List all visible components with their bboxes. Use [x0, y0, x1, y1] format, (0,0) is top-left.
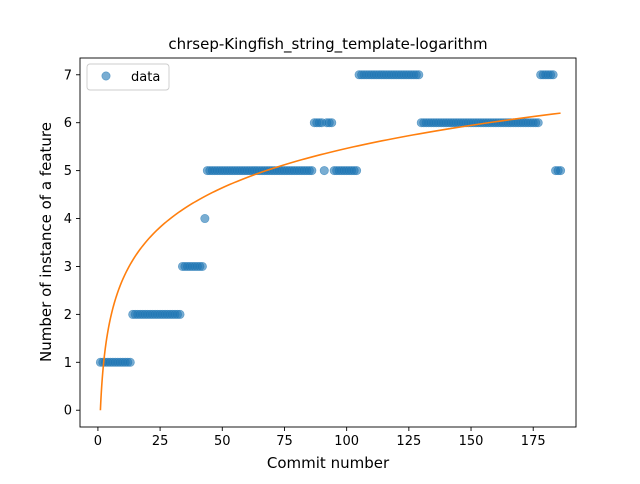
data-point	[319, 166, 329, 176]
y-tick-label: 1	[64, 356, 72, 371]
y-axis-label: Number of instance of a feature	[37, 122, 55, 362]
x-tick-label: 75	[276, 434, 293, 449]
data-point	[175, 309, 185, 319]
legend-label: data	[131, 70, 160, 85]
data-points	[95, 70, 566, 367]
data-point	[307, 166, 317, 176]
x-tick-label: 0	[94, 434, 102, 449]
x-tick-label: 50	[214, 434, 231, 449]
x-axis-label: Commit number	[267, 454, 390, 472]
x-tick-label: 150	[459, 434, 484, 449]
x-tick-label: 25	[152, 434, 169, 449]
data-point	[200, 214, 210, 224]
y-tick-label: 0	[64, 404, 72, 419]
chart-title: chrsep-Kingfish_string_template-logarith…	[168, 35, 487, 54]
data-point	[327, 118, 337, 128]
y-tick-label: 5	[64, 164, 72, 179]
y-tick-label: 3	[64, 260, 72, 275]
data-point	[548, 70, 558, 80]
data-point	[125, 357, 135, 367]
fit-line	[99, 112, 561, 411]
y-tick-label: 4	[64, 212, 72, 227]
x-tick-label: 175	[521, 434, 546, 449]
legend-marker	[101, 71, 111, 81]
axes-frame	[79, 57, 577, 428]
data-point	[197, 261, 207, 271]
legend: data	[86, 63, 170, 91]
data-point	[352, 166, 362, 176]
y-tick-label: 2	[64, 308, 72, 323]
data-point	[556, 166, 566, 176]
y-tick-label: 6	[64, 116, 72, 131]
data-point	[533, 118, 543, 128]
plot-area: 0 25 50 75 100 125 150 175 0 1 2 3 4 5 6 7 data	[64, 57, 577, 449]
data-point	[414, 70, 424, 80]
x-tick-label: 125	[396, 434, 421, 449]
y-tick-label: 7	[64, 68, 72, 83]
x-tick-label: 100	[334, 434, 359, 449]
legend-box	[86, 63, 170, 91]
